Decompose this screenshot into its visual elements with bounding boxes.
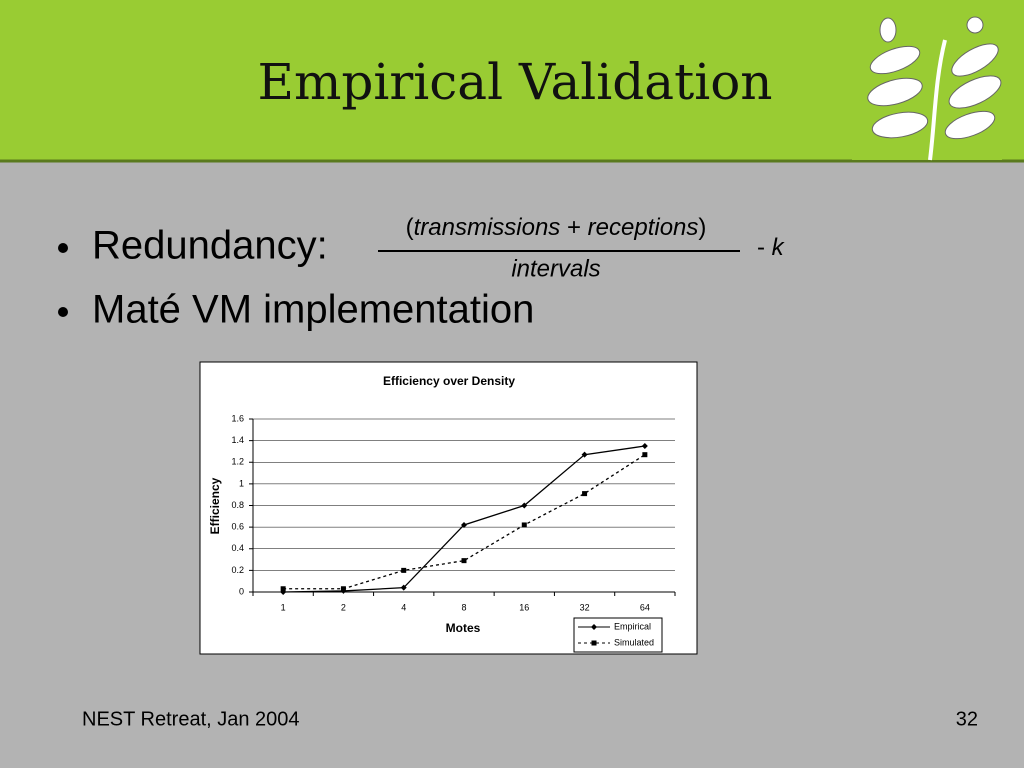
chart: Efficiency over Density 0 0.2 0.4 0.6 0.8 1 1.2… [208, 374, 676, 653]
marker [641, 443, 648, 450]
y-tick-label: 1.6 [231, 413, 244, 423]
leaf [867, 77, 923, 107]
marker [461, 558, 467, 564]
x-tick-label: 8 [461, 602, 466, 612]
bullet-dot [58, 307, 68, 317]
bullet-text: Redundancy: [92, 224, 328, 268]
y-tick-label: 0.6 [231, 522, 244, 532]
term: k [772, 234, 786, 261]
x-tick-label: 2 [341, 602, 346, 612]
stem [928, 39, 947, 161]
chart-frame [199, 361, 698, 655]
legend-box [573, 617, 663, 653]
leaf [871, 111, 929, 139]
marker [340, 586, 346, 592]
term: receptions [588, 214, 699, 241]
marker [591, 624, 597, 630]
legend-label: Simulated [614, 637, 654, 647]
x-tick-label: 4 [401, 602, 406, 612]
marker [461, 521, 467, 528]
y-tick-label: 0.8 [231, 500, 244, 510]
y-tick-label: 1.4 [231, 435, 244, 445]
formula-suffix: - k [757, 234, 786, 261]
seed [879, 17, 897, 43]
bullet-dot [58, 243, 68, 253]
y-tick-label: 0.4 [231, 543, 244, 553]
formula-numerator: (transmissions + receptions) [406, 214, 707, 241]
marker [591, 640, 597, 646]
flower [966, 16, 984, 34]
x-axis-label: Motes [446, 621, 481, 635]
y-tick-label: 1.2 [231, 457, 244, 467]
marker [642, 452, 648, 458]
y-tick-label: 0.2 [231, 565, 244, 575]
y-tick-label: 0 [239, 586, 244, 596]
operator: - [757, 234, 765, 261]
marker [400, 584, 407, 591]
marker [582, 491, 588, 497]
paren: ( [406, 214, 414, 241]
legend-label: Empirical [614, 621, 651, 631]
leaf-illustration [852, 0, 1002, 161]
chart-title: Efficiency over Density [383, 374, 515, 388]
paren: ) [698, 214, 706, 241]
x-tick-label: 16 [519, 602, 529, 612]
marker [581, 451, 588, 458]
marker [401, 567, 407, 573]
operator: + [567, 214, 581, 241]
term: transmissions [414, 214, 561, 241]
x-tick-label: 32 [580, 602, 590, 612]
marker [521, 502, 528, 509]
y-tick-label: 1 [239, 478, 244, 488]
x-tick-label: 1 [281, 602, 286, 612]
marker [280, 586, 286, 592]
x-tick-label: 64 [640, 602, 650, 612]
leaf [869, 45, 921, 75]
bullet-text: Maté VM implementation [92, 288, 534, 332]
marker [521, 522, 527, 528]
footer-right: 32 [956, 708, 978, 730]
slide-title: Empirical Validation [257, 53, 772, 111]
y-axis-label: Efficiency [208, 477, 222, 534]
leaf [948, 75, 1002, 109]
leaf [951, 43, 999, 77]
leaf [944, 110, 996, 140]
formula-denominator: intervals [511, 255, 600, 282]
footer-left: NEST Retreat, Jan 2004 [82, 708, 300, 730]
